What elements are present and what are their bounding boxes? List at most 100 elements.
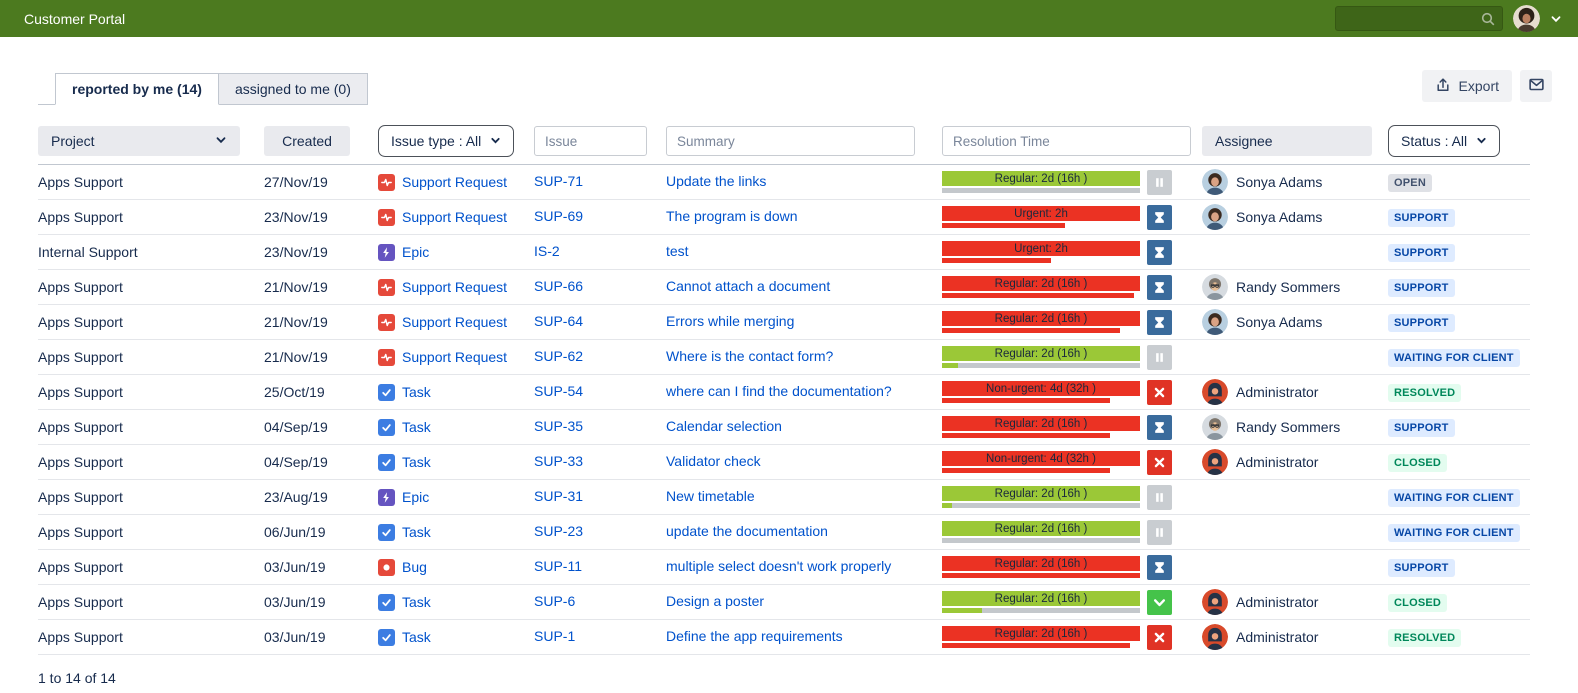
task-icon	[378, 593, 395, 611]
export-button[interactable]: Export	[1421, 70, 1512, 102]
sla-bar: Regular: 2d (16h )	[942, 276, 1140, 298]
summary-link[interactable]: New timetable	[666, 488, 755, 504]
issue-type-link[interactable]: Support Request	[402, 279, 508, 295]
issue-key-link[interactable]: SUP-69	[534, 208, 584, 224]
issue-key-link[interactable]: SUP-31	[534, 488, 584, 504]
table-row: Apps Support 04/Sep/19 Task SUP-33 Validator…	[38, 445, 1530, 480]
issue-type-link[interactable]: Task	[402, 384, 431, 400]
issue-type-link[interactable]: Task	[402, 629, 431, 645]
export-icon	[1435, 77, 1451, 96]
issue-key-link[interactable]: SUP-11	[534, 558, 582, 574]
summary-filter-input[interactable]	[666, 126, 915, 156]
issue-filter-input[interactable]	[534, 126, 647, 156]
issue-type-cell: Task	[378, 593, 534, 611]
sla-progress-fill	[942, 258, 1051, 263]
assignee-name: Sonya Adams	[1236, 174, 1323, 190]
sla-bar: Regular: 2d (16h )	[942, 626, 1140, 648]
assignee-name: Administrator	[1236, 594, 1319, 610]
assignee-cell: Sonya Adams	[1202, 169, 1388, 195]
pause-icon	[1147, 344, 1172, 370]
summary-link[interactable]: Validator check	[666, 453, 761, 469]
summary-link[interactable]: Design a poster	[666, 593, 765, 609]
project-filter[interactable]: Project	[38, 126, 240, 156]
hourglass-icon	[1147, 414, 1172, 440]
issue-key-link[interactable]: SUP-1	[534, 628, 576, 644]
issue-type-link[interactable]: Support Request	[402, 209, 508, 225]
summary-link[interactable]: test	[666, 243, 689, 259]
chevron-down-icon[interactable]	[1550, 13, 1562, 25]
global-search[interactable]	[1335, 6, 1503, 31]
hourglass-icon	[1147, 274, 1172, 300]
issue-type-cell: Support Request	[378, 278, 534, 296]
pause-icon	[1147, 169, 1172, 195]
summary-cell: Errors while merging	[666, 313, 942, 331]
sla-progress-track	[942, 223, 1140, 228]
task-icon	[378, 523, 395, 541]
tab-assigned-to-me[interactable]: assigned to me (0)	[218, 73, 368, 105]
assignee-cell: Administrator	[1202, 624, 1388, 650]
search-input[interactable]	[1344, 10, 1480, 27]
issue-type-link[interactable]: Epic	[402, 489, 430, 505]
table-row: Apps Support 03/Jun/19 Task SUP-1 Define the…	[38, 620, 1530, 655]
created-column-header[interactable]: Created	[264, 126, 350, 156]
issue-type-cell: Epic	[378, 243, 534, 261]
tab-reported-by-me[interactable]: reported by me (14)	[55, 73, 219, 105]
issue-key-link[interactable]: SUP-6	[534, 593, 576, 609]
summary-link[interactable]: where can I find the documentation?	[666, 383, 892, 399]
sla-label-bar: Non-urgent: 4d (32h )	[942, 381, 1140, 396]
issue-key-link[interactable]: SUP-71	[534, 173, 584, 189]
issue-type-link[interactable]: Task	[402, 524, 431, 540]
summary-link[interactable]: Update the links	[666, 173, 767, 189]
issue-type-link[interactable]: Support Request	[402, 349, 508, 365]
summary-link[interactable]: The program is down	[666, 208, 798, 224]
hourglass-icon	[1147, 204, 1172, 230]
issue-key-link[interactable]: SUP-66	[534, 278, 584, 294]
issue-type-link[interactable]: Task	[402, 419, 431, 435]
issue-key-cell: SUP-64	[534, 313, 666, 331]
status-badge: WAITING FOR CLIENT	[1388, 348, 1520, 367]
issue-type-link[interactable]: Bug	[402, 559, 427, 575]
sla-bar: Urgent: 2h	[942, 241, 1140, 263]
status-filter[interactable]: Status : All	[1388, 125, 1501, 157]
status-badge: RESOLVED	[1388, 383, 1462, 402]
issue-key-link[interactable]: IS-2	[534, 243, 560, 259]
issue-type-filter[interactable]: Issue type : All	[378, 125, 515, 157]
issue-key-link[interactable]: SUP-62	[534, 348, 584, 364]
status-cell: SUPPORT	[1388, 313, 1530, 332]
user-avatar[interactable]	[1513, 5, 1540, 32]
project-cell: Apps Support	[38, 559, 123, 575]
resolution-time-cell: Regular: 2d (16h )	[942, 484, 1202, 510]
issue-key-link[interactable]: SUP-54	[534, 383, 584, 399]
issue-type-cell: Support Request	[378, 208, 534, 226]
mail-button[interactable]	[1520, 70, 1552, 102]
summary-link[interactable]: update the documentation	[666, 523, 828, 539]
issue-type-link[interactable]: Epic	[402, 244, 430, 260]
summary-link[interactable]: multiple select doesn't work properly	[666, 558, 892, 574]
summary-link[interactable]: Where is the contact form?	[666, 348, 834, 364]
issue-type-link[interactable]: Support Request	[402, 174, 508, 190]
issue-type-link[interactable]: Support Request	[402, 314, 508, 330]
issue-key-cell: SUP-35	[534, 418, 666, 436]
assignee-column-header[interactable]: Assignee	[1202, 126, 1372, 156]
status-cell: SUPPORT	[1388, 418, 1530, 437]
summary-link[interactable]: Define the app requirements	[666, 628, 843, 644]
tab-bar: reported by me (14) assigned to me (0)	[38, 73, 368, 105]
summary-link[interactable]: Cannot attach a document	[666, 278, 831, 294]
issue-type-link[interactable]: Task	[402, 454, 431, 470]
summary-link[interactable]: Errors while merging	[666, 313, 795, 329]
summary-cell: multiple select doesn't work properly	[666, 558, 942, 576]
resolution-time-cell: Regular: 2d (16h )	[942, 169, 1202, 195]
resolution-time-filter-input[interactable]	[942, 126, 1191, 156]
issue-key-link[interactable]: SUP-33	[534, 453, 584, 469]
issue-key-link[interactable]: SUP-23	[534, 523, 584, 539]
issue-key-link[interactable]: SUP-35	[534, 418, 584, 434]
status-cell: SUPPORT	[1388, 558, 1530, 577]
issue-key-link[interactable]: SUP-64	[534, 313, 584, 329]
created-cell: 03/Jun/19	[264, 594, 326, 610]
issue-type-link[interactable]: Task	[402, 594, 431, 610]
search-icon[interactable]	[1480, 11, 1496, 27]
task-icon	[378, 453, 395, 471]
summary-link[interactable]: Calendar selection	[666, 418, 782, 434]
table-row: Apps Support 21/Nov/19 Support Request SUP-…	[38, 305, 1530, 340]
status-cell: SUPPORT	[1388, 243, 1530, 262]
